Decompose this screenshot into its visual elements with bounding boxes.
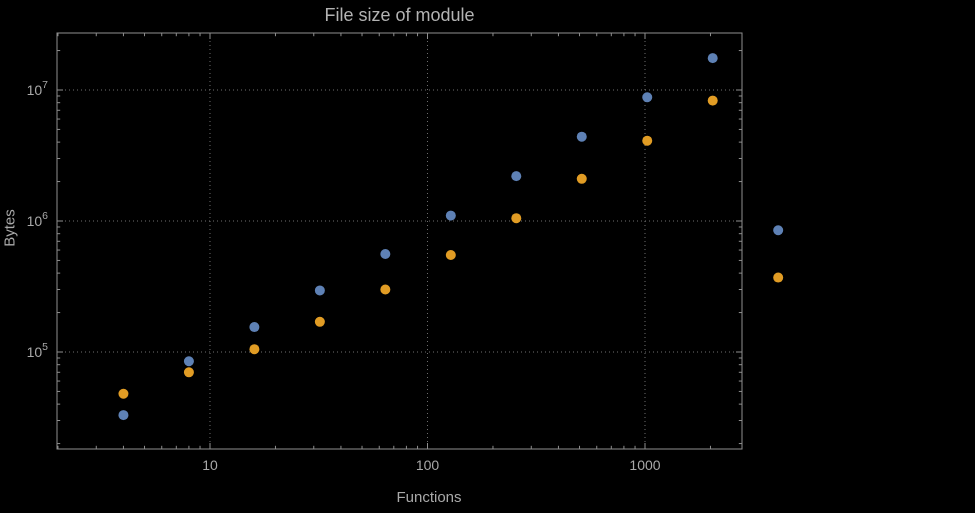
data-point-blue [707, 53, 718, 64]
data-point-orange [380, 284, 391, 295]
x-axis-label: Functions [396, 489, 462, 506]
data-point-blue [511, 171, 522, 182]
data-point-orange [707, 95, 718, 106]
data-point-blue [445, 210, 456, 221]
x-tick-label: 10 [202, 457, 218, 473]
x-tick-label: 100 [416, 457, 440, 473]
x-tick-label: 1000 [629, 457, 660, 473]
data-point-orange [773, 272, 784, 283]
data-point-blue [380, 248, 391, 259]
data-point-orange [642, 135, 653, 146]
data-point-orange [118, 388, 129, 399]
data-point-blue [314, 285, 325, 296]
plot-frame [56, 32, 743, 450]
data-point-blue [642, 92, 653, 103]
y-tick-label: 106 [27, 210, 49, 229]
chart-title: File size of module [324, 5, 475, 25]
data-point-orange [249, 344, 260, 355]
data-point-blue [576, 131, 587, 142]
data-point-orange [314, 316, 325, 327]
y-tick-label: 105 [27, 341, 49, 360]
data-point-blue [249, 322, 260, 333]
y-tick-label: 107 [27, 79, 49, 98]
data-point-orange [576, 173, 587, 184]
data-point-blue [773, 225, 784, 236]
data-point-orange [183, 367, 194, 378]
data-point-blue [118, 410, 129, 421]
data-point-orange [511, 213, 522, 224]
data-point-blue [183, 356, 194, 367]
data-point-orange [445, 250, 456, 261]
